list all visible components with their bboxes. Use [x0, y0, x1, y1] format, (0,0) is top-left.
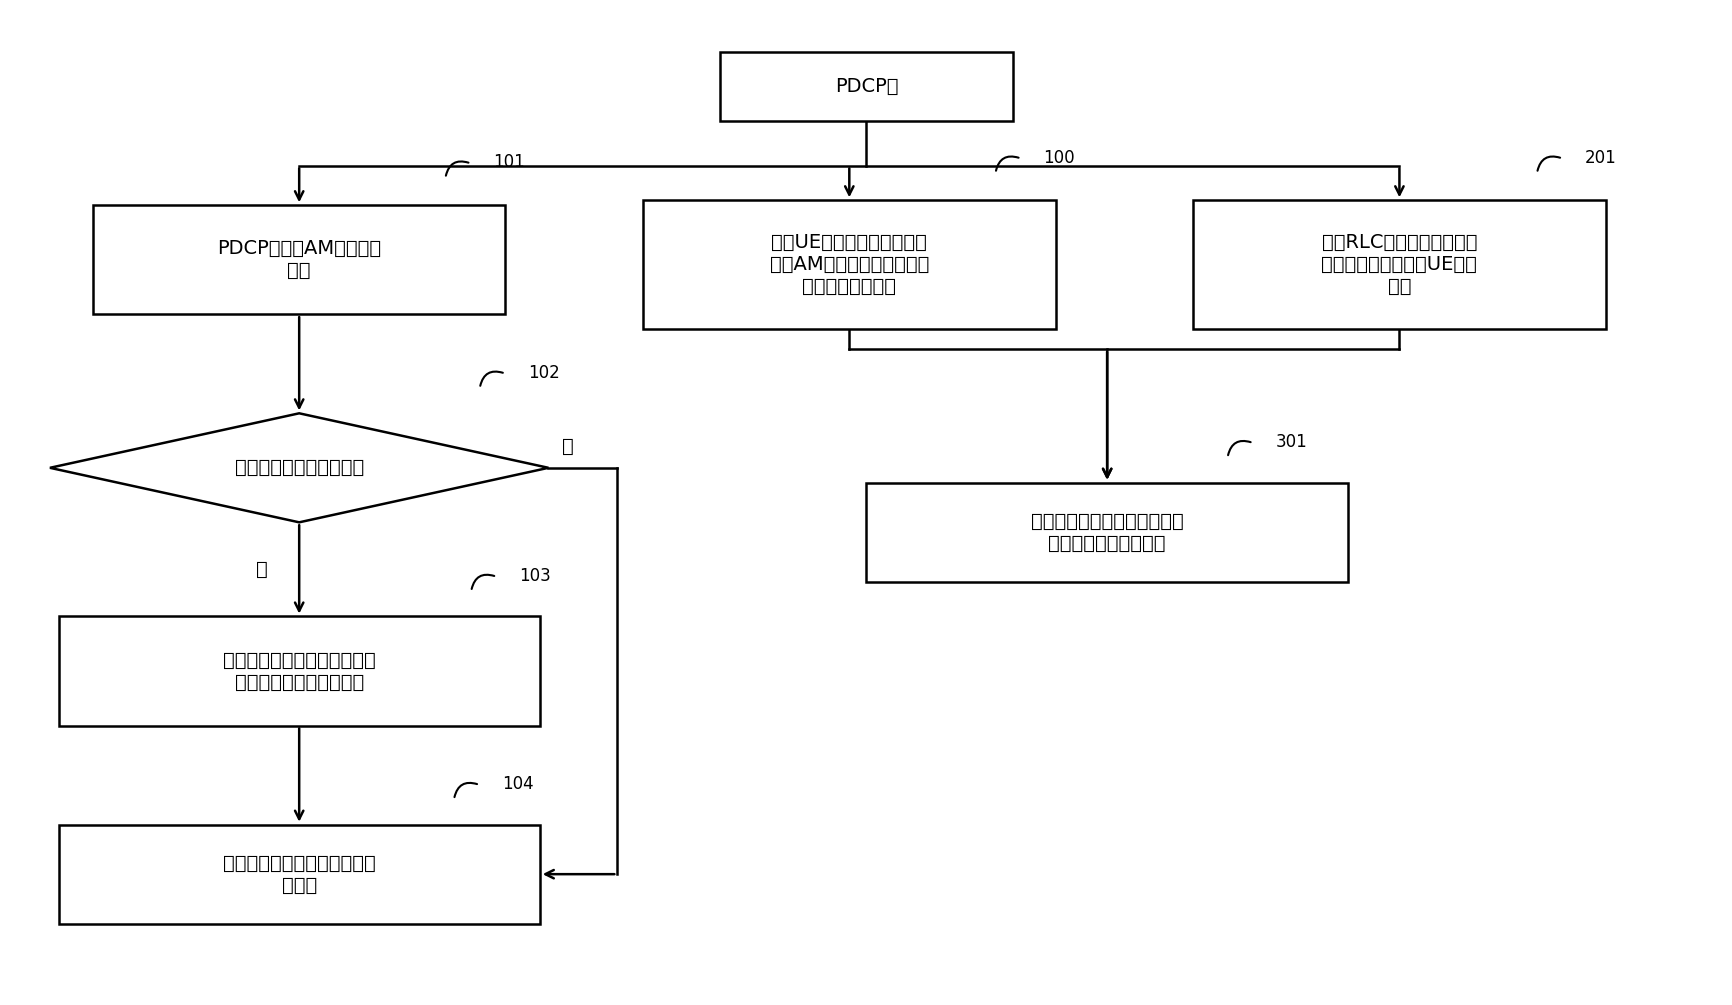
Text: 102: 102	[528, 364, 559, 382]
Text: PDCP层收到AM业务的数
据包: PDCP层收到AM业务的数 据包	[216, 239, 381, 280]
Text: 103: 103	[520, 567, 551, 585]
Bar	[59, 825, 540, 924]
Bar	[643, 200, 1055, 329]
Text: 根据RLC层的通知，释放缓
存队列中成功发送至UE的数
据包: 根据RLC层的通知，释放缓 存队列中成功发送至UE的数 据包	[1322, 233, 1476, 296]
Text: 301: 301	[1275, 433, 1306, 451]
Bar	[1192, 200, 1606, 329]
Bar	[721, 51, 1011, 121]
Text: PDCP层: PDCP层	[835, 76, 897, 95]
Text: 缓存队列中是否存满数据: 缓存队列中是否存满数据	[234, 458, 364, 477]
Text: 104: 104	[502, 775, 533, 793]
Text: 将数据包缓存到缓存队列中已
存储的数据包所在的位置: 将数据包缓存到缓存队列中已 存储的数据包所在的位置	[223, 650, 376, 691]
Polygon shape	[50, 413, 547, 523]
Bar	[866, 482, 1347, 582]
Text: 101: 101	[494, 154, 525, 172]
Text: 是: 是	[256, 560, 268, 579]
Text: 将数据包缓存到缓存队列中空
余位置: 将数据包缓存到缓存队列中空 余位置	[223, 853, 376, 894]
Text: 根据缓存队列中数据包的缓存
时长，释放超时数据包: 根据缓存队列中数据包的缓存 时长，释放超时数据包	[1031, 512, 1183, 553]
Bar	[59, 616, 540, 726]
Text: 根据UE的信道质量、位置信
息及AM下行业务流量，定时
调整缓存队列长度: 根据UE的信道质量、位置信 息及AM下行业务流量，定时 调整缓存队列长度	[769, 233, 928, 296]
Text: 否: 否	[561, 437, 573, 456]
Text: 201: 201	[1585, 149, 1616, 167]
Text: 100: 100	[1043, 149, 1074, 167]
Bar	[94, 205, 506, 315]
